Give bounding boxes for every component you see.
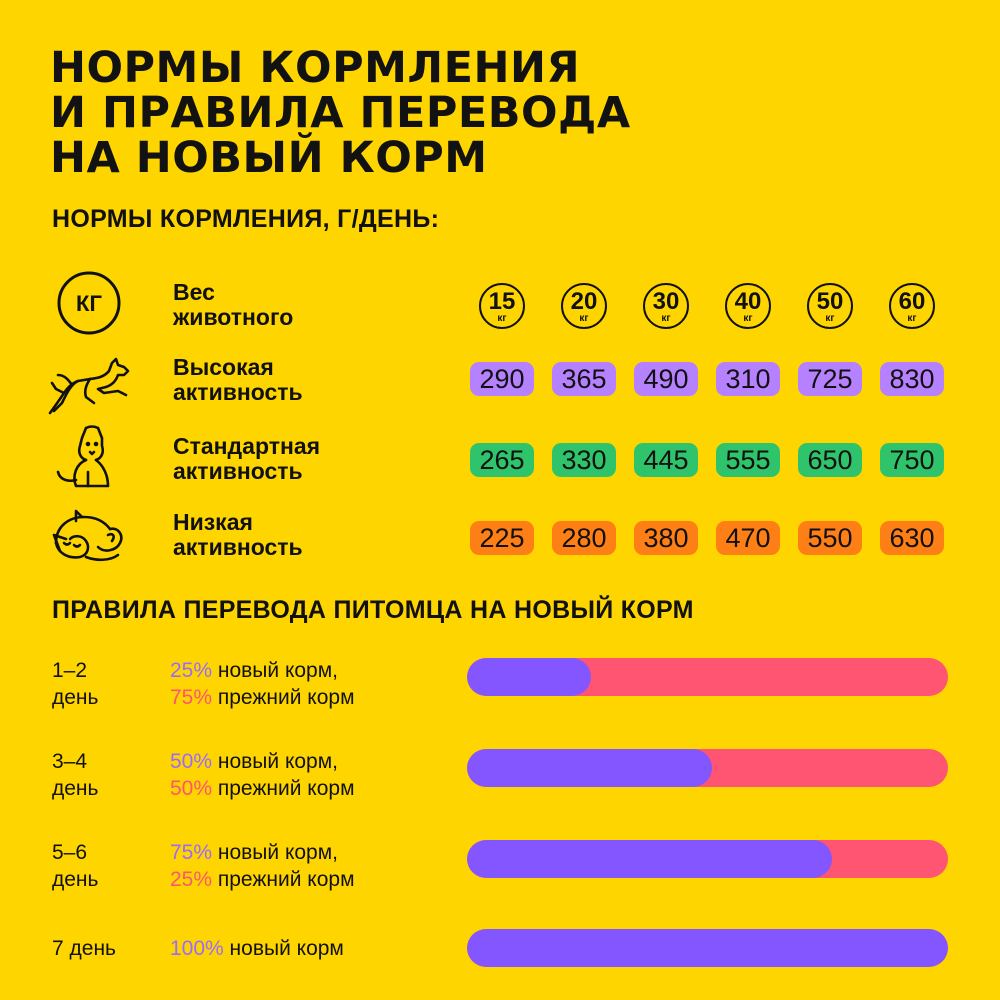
weight-unit: кг xyxy=(661,313,671,324)
old-percent: 25% xyxy=(170,868,213,891)
new-percent: 75% xyxy=(170,841,213,864)
transition-bar-new-fill xyxy=(467,840,832,878)
transition-bar xyxy=(467,658,948,696)
weight-label-line: животного xyxy=(173,304,294,330)
title-line: НОРМЫ КОРМЛЕНИЯ xyxy=(50,43,581,93)
title-line: НА НОВЫЙ КОРМ xyxy=(50,133,488,183)
mix-line-new: 50% новый корм, xyxy=(170,750,339,773)
feeding-value-cell: 550 xyxy=(798,521,862,555)
day-label-line: 3–4 xyxy=(52,750,88,773)
weight-label: Вес животного xyxy=(173,280,293,330)
weight-unit: кг xyxy=(825,313,835,324)
feeding-value-cell: 310 xyxy=(716,362,780,396)
feeding-value-cell: 490 xyxy=(634,362,698,396)
feeding-value-cell: 750 xyxy=(880,443,944,477)
weight-value: 60 xyxy=(898,288,926,315)
day-label-line: 1–2 xyxy=(52,659,88,682)
row-label-line: активность xyxy=(173,534,303,560)
sleeping-cat-icon xyxy=(46,505,134,575)
new-percent: 25% xyxy=(170,659,213,682)
mix-description: 100% новый корм xyxy=(170,935,344,962)
transition-bar-new-fill xyxy=(467,929,948,967)
day-label: 7 день xyxy=(52,935,116,962)
day-label: 3–4 день xyxy=(52,748,98,802)
day-label-line: 7 день xyxy=(52,937,116,960)
feeding-heading: НОРМЫ КОРМЛЕНИЯ, Г/ДЕНЬ: xyxy=(52,205,440,233)
weight-unit: кг xyxy=(743,313,753,324)
row-label-line: Стандартная xyxy=(173,433,321,459)
weight-value: 15 xyxy=(488,288,516,315)
transition-bar-new-fill xyxy=(467,749,712,787)
weight-unit: кг xyxy=(907,313,917,324)
title-line: И ПРАВИЛА ПЕРЕВОДА xyxy=(50,88,631,138)
day-label-line: день xyxy=(52,686,99,709)
feeding-value-cell: 445 xyxy=(634,443,698,477)
row-label-low: Низкая активность xyxy=(173,510,303,560)
feeding-value-cell: 330 xyxy=(552,443,616,477)
weight-badge: 40 кг xyxy=(725,283,771,329)
mix-description: 75% новый корм, 25% прежний корм xyxy=(170,839,355,893)
weight-badge: 60 кг xyxy=(889,283,935,329)
feeding-value-cell: 280 xyxy=(552,521,616,555)
kg-icon-text: КГ xyxy=(76,291,102,316)
day-label-line: день xyxy=(52,868,99,891)
day-label: 5–6 день xyxy=(52,839,98,893)
weight-value: 40 xyxy=(734,288,762,315)
weight-badge: 15 кг xyxy=(479,283,525,329)
weight-unit: кг xyxy=(497,313,507,324)
mix-line-new: 25% новый корм, xyxy=(170,659,339,682)
row-label-line: активность xyxy=(173,458,303,484)
old-percent: 50% xyxy=(170,777,213,800)
feeding-value-cell: 650 xyxy=(798,443,862,477)
mix-description: 50% новый корм, 50% прежний корм xyxy=(170,748,355,802)
feeding-value-cell: 225 xyxy=(470,521,534,555)
weight-label-line: Вес xyxy=(173,279,215,305)
row-label-line: Низкая xyxy=(173,509,253,535)
jumping-dog-icon xyxy=(46,349,134,419)
new-percent: 100% xyxy=(170,937,224,960)
transition-bar xyxy=(467,840,948,878)
weight-unit: кг xyxy=(579,313,589,324)
transition-bar xyxy=(467,929,948,967)
sitting-dog-icon xyxy=(46,422,134,492)
day-label-line: 5–6 xyxy=(52,841,88,864)
mix-line-old: 25% прежний корм xyxy=(170,868,355,891)
old-percent: 75% xyxy=(170,686,213,709)
row-label-line: Высокая xyxy=(173,354,274,380)
new-percent: 50% xyxy=(170,750,213,773)
feeding-value-cell: 365 xyxy=(552,362,616,396)
row-label-high: Высокая активность xyxy=(173,355,303,405)
weight-badge: 20 кг xyxy=(561,283,607,329)
weight-badge: 30 кг xyxy=(643,283,689,329)
mix-description: 25% новый корм, 75% прежний корм xyxy=(170,657,355,711)
transition-bar xyxy=(467,749,948,787)
mix-line-new: 75% новый корм, xyxy=(170,841,339,864)
weight-value: 50 xyxy=(816,288,844,315)
feeding-value-cell: 555 xyxy=(716,443,780,477)
weight-value: 20 xyxy=(570,288,598,315)
weight-value: 30 xyxy=(652,288,680,315)
mix-line-old: 75% прежний корм xyxy=(170,686,355,709)
feeding-value-cell: 725 xyxy=(798,362,862,396)
kg-icon: КГ xyxy=(54,268,124,338)
weight-badge: 50 кг xyxy=(807,283,853,329)
page-title: НОРМЫ КОРМЛЕНИЯ И ПРАВИЛА ПЕРЕВОДА НА НО… xyxy=(50,46,631,181)
row-label-line: активность xyxy=(173,379,303,405)
mix-line-old: 50% прежний корм xyxy=(170,777,355,800)
feeding-value-cell: 380 xyxy=(634,521,698,555)
feeding-value-cell: 265 xyxy=(470,443,534,477)
transition-heading: ПРАВИЛА ПЕРЕВОДА ПИТОМЦА НА НОВЫЙ КОРМ xyxy=(52,596,694,624)
transition-bar-new-fill xyxy=(467,658,591,696)
feeding-value-cell: 630 xyxy=(880,521,944,555)
day-label: 1–2 день xyxy=(52,657,98,711)
row-label-standard: Стандартная активность xyxy=(173,434,320,484)
feeding-value-cell: 470 xyxy=(716,521,780,555)
mix-line-new: 100% новый корм xyxy=(170,937,344,960)
feeding-value-cell: 830 xyxy=(880,362,944,396)
feeding-value-cell: 290 xyxy=(470,362,534,396)
day-label-line: день xyxy=(52,777,99,800)
